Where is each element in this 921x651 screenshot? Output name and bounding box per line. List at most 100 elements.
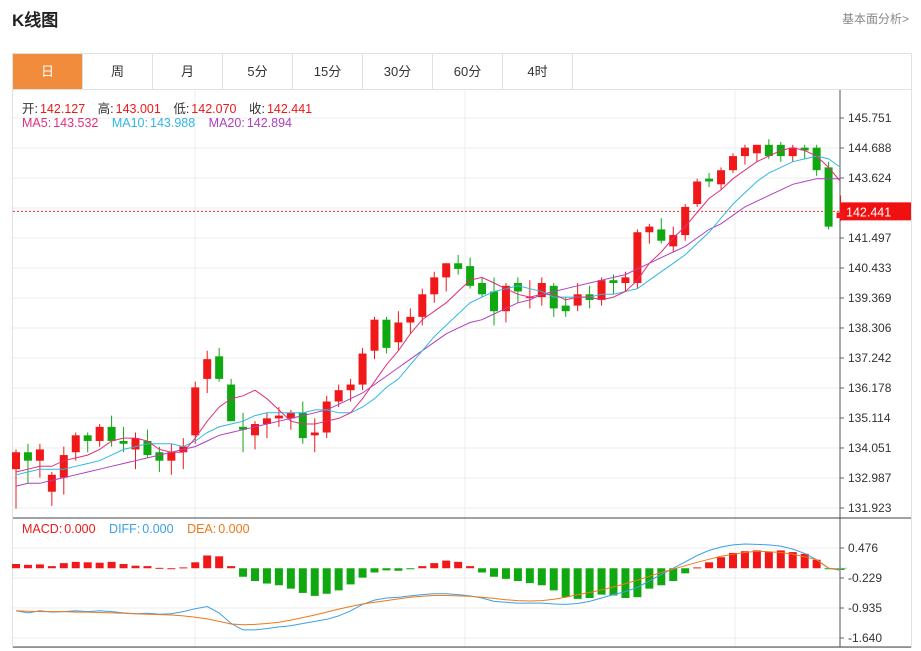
price-tick-label: 141.497 (848, 231, 892, 245)
candle-body (203, 359, 212, 379)
macd-bar (454, 561, 463, 569)
candle-body (382, 319, 391, 348)
tab-60min[interactable]: 60分 (433, 54, 503, 89)
candle-body (752, 144, 761, 154)
macd-bar (740, 551, 749, 569)
candle-body (35, 449, 44, 461)
macd-bar (251, 568, 259, 582)
candle-body (633, 232, 642, 284)
candle-body (537, 283, 546, 298)
candle-body (406, 316, 415, 323)
candle-body (262, 418, 271, 425)
macd-bar (95, 562, 104, 569)
price-tick-label: 135.114 (848, 411, 891, 425)
macd-tick-label: 0.476 (848, 541, 878, 555)
price-tick-label: 143.624 (848, 171, 892, 185)
macd-bar (239, 568, 248, 577)
diff-value: 0.000 (142, 522, 174, 536)
candle-body (705, 178, 714, 182)
candle-body (334, 390, 343, 402)
candle-body (239, 426, 248, 430)
price-tick-label: 139.369 (848, 291, 892, 305)
page-title: K线图 (12, 11, 59, 30)
ma-legend: MA5: 143.532 MA10: 143.988 MA20: 142.894 (22, 116, 294, 130)
candle-body (95, 426, 104, 441)
tab-month[interactable]: 月 (153, 54, 223, 89)
candle-body (573, 294, 582, 306)
candle-body (657, 229, 666, 241)
tab-week[interactable]: 周 (83, 54, 153, 89)
price-tick-label: 132.987 (848, 471, 892, 485)
candle-body (358, 353, 367, 385)
tab-30min[interactable]: 30分 (363, 54, 433, 89)
candle-body (597, 280, 606, 300)
macd-bar (334, 568, 343, 591)
low-value: 142.070 (191, 102, 237, 116)
macd-tick-label: -0.229 (848, 571, 882, 585)
candle-body (466, 266, 475, 286)
open-value: 142.127 (39, 102, 86, 116)
ohlc-legend: 开: 142.127 高: 143.001 低: 142.070 收: 142.441 (22, 98, 314, 117)
candle-body (681, 206, 690, 236)
macd-bar (83, 562, 92, 569)
macd-bar (155, 567, 164, 569)
candle-body (525, 297, 534, 299)
tab-day[interactable]: 日 (13, 54, 83, 89)
macd-bar (585, 568, 594, 599)
candle-body (800, 147, 809, 151)
tab-4hour[interactable]: 4时 (503, 54, 573, 89)
tab-5min[interactable]: 5分 (223, 54, 293, 89)
candle-body (430, 277, 439, 295)
candle-body (107, 426, 116, 441)
macd-bar (836, 568, 845, 570)
price-tick-label: 134.051 (848, 441, 892, 455)
macd-bar (322, 568, 331, 594)
macd-bar (12, 563, 20, 569)
macd-bar (131, 565, 140, 569)
macd-bar (537, 568, 546, 586)
candle-body (490, 291, 498, 312)
macd-bar (681, 568, 690, 574)
tab-15min[interactable]: 15分 (293, 54, 363, 89)
candle-body (442, 263, 451, 278)
ma5-value: 143.532 (53, 116, 99, 130)
candle-body (824, 167, 833, 227)
macd-tick-label: -1.640 (848, 631, 882, 645)
ma20-value: 142.894 (246, 116, 292, 130)
macd-label: MACD: (22, 522, 63, 536)
macd-bar (525, 568, 534, 584)
macd-bar (358, 568, 367, 578)
macd-bar (107, 561, 116, 569)
macd-bar (418, 566, 427, 569)
candle-body (717, 170, 726, 185)
macd-bar (490, 568, 498, 577)
macd-bar (262, 568, 271, 584)
macd-bar (513, 568, 522, 582)
candle-body (513, 283, 522, 292)
ma5-label: MA5: (22, 116, 52, 130)
macd-bar (573, 568, 582, 599)
price-tick-label: 138.306 (848, 321, 892, 335)
high-value: 143.001 (115, 102, 161, 116)
macd-bar (609, 568, 618, 596)
macd-bar (501, 568, 510, 579)
candle-body (454, 263, 463, 269)
macd-bar (717, 557, 726, 569)
candle-body (788, 147, 797, 157)
candle-body (740, 147, 749, 157)
macd-bar (167, 568, 176, 570)
fundamental-analysis-link[interactable]: 基本面分析> (841, 12, 909, 26)
macd-bar (274, 568, 283, 586)
macd-bar (561, 568, 570, 598)
candle-body (561, 305, 570, 312)
candle-body (478, 283, 487, 295)
candle-body (155, 452, 164, 461)
macd-bar (633, 568, 642, 598)
ma10-label: MA10: (111, 116, 148, 130)
macd-bar (549, 568, 558, 591)
price-tick-label: 145.751 (848, 111, 892, 125)
candle-body (346, 384, 355, 391)
candle-body (131, 438, 140, 450)
close-value: 142.441 (266, 102, 313, 116)
